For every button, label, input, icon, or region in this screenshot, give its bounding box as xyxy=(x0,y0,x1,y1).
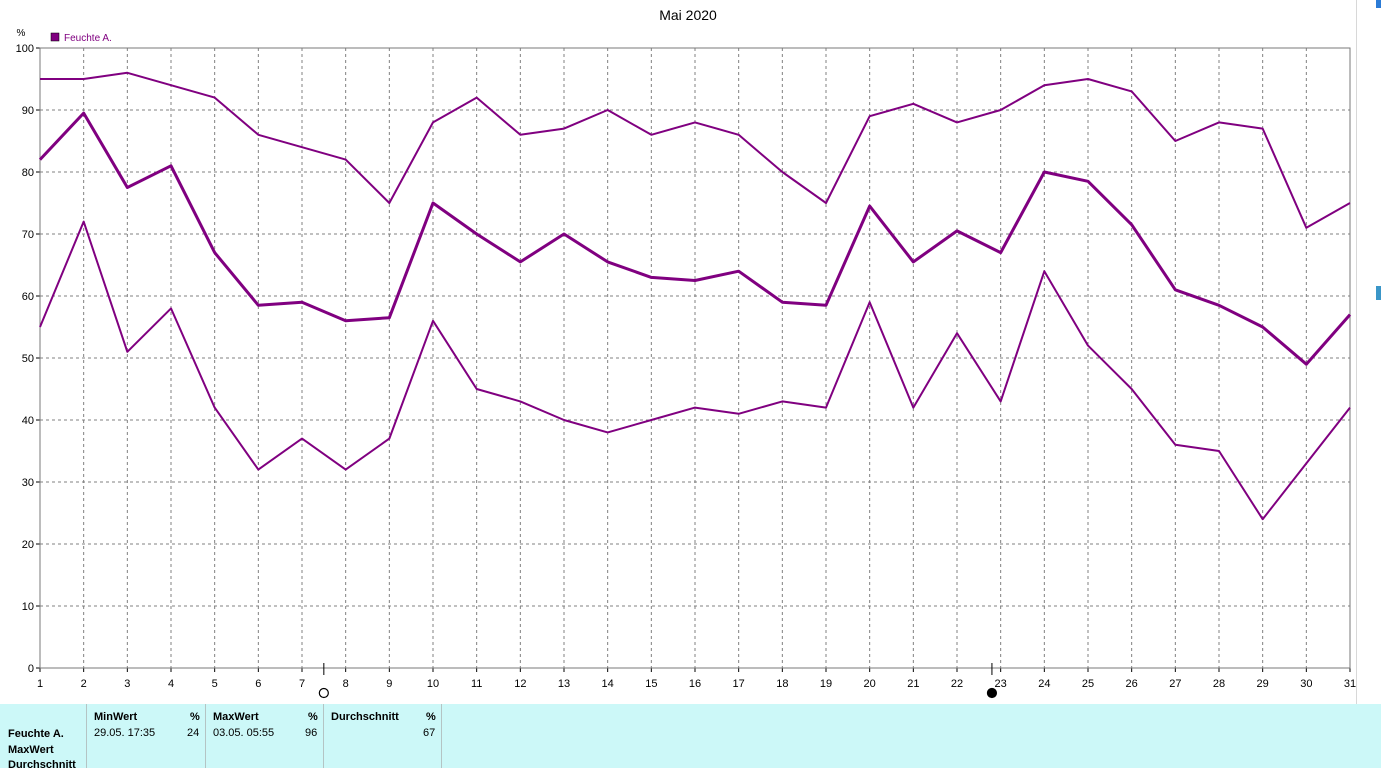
plot-frame xyxy=(39,47,1351,669)
x-tick-label: 23 xyxy=(995,678,1007,690)
humidity-chart: Mai 2020 % Feuchte A. 0 10 20 30 40 50 60 70 80 9… xyxy=(16,7,1356,699)
chart-title: Mai 2020 xyxy=(659,7,717,23)
x-tick-label: 28 xyxy=(1213,678,1225,690)
x-tick-label: 22 xyxy=(951,678,963,690)
y-tick-label: 80 xyxy=(22,167,34,179)
legend-swatch xyxy=(50,32,60,42)
x-tick-label: 20 xyxy=(864,678,876,690)
x-tick-label: 16 xyxy=(689,678,701,690)
strip-mark xyxy=(1376,286,1381,300)
y-tick-label: 30 xyxy=(22,477,34,489)
x-tick-label: 1 xyxy=(37,678,43,690)
min-time: 29.05. 17:35 xyxy=(94,727,156,739)
column-unit: % xyxy=(190,711,200,723)
x-tick-label: 4 xyxy=(168,678,174,690)
row-label-series: Feuchte A. xyxy=(8,728,64,740)
column-unit: % xyxy=(308,711,318,723)
new-moon-icon xyxy=(986,687,998,699)
min-value: 24 xyxy=(187,727,200,739)
x-tick-label: 29 xyxy=(1257,678,1269,690)
x-tick-label: 25 xyxy=(1082,678,1094,690)
x-tick-label: 15 xyxy=(645,678,657,690)
max-value: 96 xyxy=(305,727,318,739)
y-tick-label: 40 xyxy=(22,415,34,427)
x-tick-label: 17 xyxy=(733,678,745,690)
y-tick-label: 60 xyxy=(22,291,34,303)
y-tick-label: 70 xyxy=(22,229,34,241)
stats-column-min: MinWert % 29.05. 17:35 24 xyxy=(86,704,205,768)
stats-divider xyxy=(441,704,442,768)
y-tick-label: 20 xyxy=(22,539,34,551)
x-tick-label: 26 xyxy=(1126,678,1138,690)
y-tick-label: 100 xyxy=(16,43,34,55)
column-header: MinWert xyxy=(94,711,138,723)
x-tick-label: 8 xyxy=(343,678,349,690)
x-tick-label: 12 xyxy=(514,678,526,690)
x-tick-label: 3 xyxy=(124,678,130,690)
row-labels: Feuchte A. MaxWert Durchschnitt xyxy=(8,727,76,774)
x-tick-label: 19 xyxy=(820,678,832,690)
series-line-max xyxy=(40,71,1351,229)
x-tick-label: 5 xyxy=(212,678,218,690)
full-moon-icon xyxy=(318,687,329,699)
x-tick-label: 30 xyxy=(1300,678,1312,690)
y-tick-label: 0 xyxy=(28,663,34,675)
x-tick-label: 9 xyxy=(386,678,392,690)
avg-value: 67 xyxy=(423,727,436,739)
x-tick-label: 7 xyxy=(299,678,305,690)
x-tick-label: 27 xyxy=(1169,678,1181,690)
x-tick-label: 31 xyxy=(1344,678,1356,690)
row-label-max: MaxWert xyxy=(8,743,54,756)
y-tick-label: 90 xyxy=(22,105,34,117)
x-tick-label: 21 xyxy=(907,678,919,690)
strip-mark xyxy=(1376,0,1381,8)
x-tick-label: 6 xyxy=(255,678,261,690)
x-tick-label: 11 xyxy=(471,678,482,690)
y-axis-unit: % xyxy=(17,28,26,39)
column-header: Durchschnitt xyxy=(331,711,399,723)
x-tick-label: 13 xyxy=(558,678,570,690)
max-time: 03.05. 05:55 xyxy=(213,727,275,739)
series-line-min xyxy=(39,220,1351,521)
column-header: MaxWert xyxy=(213,711,259,723)
y-tick-label: 10 xyxy=(22,601,34,613)
y-tick-label: 50 xyxy=(22,353,34,365)
statistics-panel: Feuchte A. MaxWert Durchschnitt MinWert … xyxy=(0,704,1381,771)
legend-label: Feuchte A. xyxy=(64,33,112,44)
stats-column-max: MaxWert % 03.05. 05:55 96 xyxy=(205,704,323,768)
x-tick-label: 2 xyxy=(81,678,87,690)
x-tick-label: 24 xyxy=(1038,678,1050,690)
x-tick-label: 14 xyxy=(602,678,614,690)
x-tick-label: 18 xyxy=(776,678,788,690)
column-unit: % xyxy=(426,711,436,723)
stats-column-avg: Durchschnitt % 67 xyxy=(323,704,441,768)
row-label-avg: Durchschnitt xyxy=(8,759,76,771)
x-tick-label: 10 xyxy=(427,678,439,690)
right-side-strip xyxy=(1356,0,1381,705)
series-line-avg xyxy=(38,111,1352,366)
